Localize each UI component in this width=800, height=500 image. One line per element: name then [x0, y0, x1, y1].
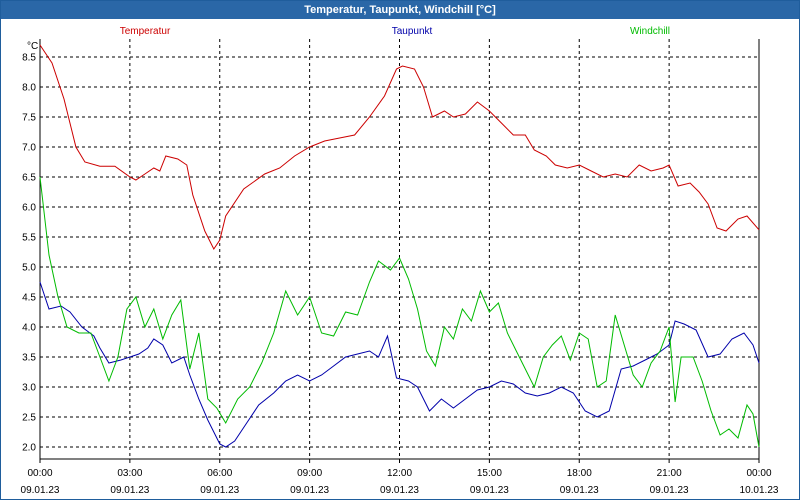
- x-tick-date: 09.01.23: [110, 485, 149, 496]
- y-tick-label: 6.5: [22, 173, 36, 184]
- x-tick-time: 21:00: [657, 468, 682, 479]
- x-tick-date: 09.01.23: [650, 485, 689, 496]
- x-tick-time: 12:00: [387, 468, 412, 479]
- y-tick-label: 7.0: [22, 143, 36, 154]
- y-axis-unit: °C: [27, 41, 38, 52]
- x-tick-date: 09.01.23: [470, 485, 509, 496]
- series-line-temperatur: [39, 44, 760, 250]
- legend-entry-temperatur: Temperatur: [120, 26, 171, 37]
- legend-entry-taupunkt: Taupunkt: [392, 26, 433, 37]
- x-tick-time: 18:00: [567, 468, 592, 479]
- x-tick-date: 09.01.23: [200, 485, 239, 496]
- series-lines: [39, 44, 760, 448]
- x-tick-date: 10.01.23: [740, 485, 779, 496]
- x-tick-date: 09.01.23: [290, 485, 329, 496]
- x-tick-date: 09.01.23: [380, 485, 419, 496]
- series-line-windchill: [39, 176, 760, 448]
- x-ticks: 00:00 09.01.23 03:00 09.01.23 06:00 09.01.23 0…: [21, 468, 779, 496]
- y-tick-label: 3.5: [22, 353, 36, 364]
- y-tick-label: 2.0: [22, 443, 36, 454]
- y-tick-label: 4.0: [22, 323, 36, 334]
- grid: [40, 39, 759, 459]
- y-ticks: 2.0 2.5 3.0 3.5 4.0 4.5 5.0 5.5 6.0 6.5 7.0 7.5 8.0 8…: [22, 53, 36, 454]
- y-tick-label: 5.0: [22, 263, 36, 274]
- y-tick-label: 5.5: [22, 233, 36, 244]
- y-tick-label: 3.0: [22, 383, 36, 394]
- x-tick-time: 15:00: [477, 468, 502, 479]
- x-tick-time: 03:00: [117, 468, 142, 479]
- x-tick-time: 00:00: [746, 468, 771, 479]
- x-tick-time: 06:00: [207, 468, 232, 479]
- x-tick-date: 09.01.23: [560, 485, 599, 496]
- legend: Temperatur Taupunkt Windchill: [120, 26, 670, 37]
- y-tick-label: 4.5: [22, 293, 36, 304]
- y-tick-label: 7.5: [22, 113, 36, 124]
- series-line-taupunkt: [39, 281, 760, 448]
- y-tick-label: 6.0: [22, 203, 36, 214]
- y-tick-label: 2.5: [22, 413, 36, 424]
- chart-title: Temperatur, Taupunkt, Windchill [°C]: [1, 1, 799, 19]
- legend-entry-windchill: Windchill: [630, 26, 670, 37]
- y-tick-label: 8.5: [22, 53, 36, 64]
- x-tick-time: 09:00: [297, 468, 322, 479]
- x-tick-time: 00:00: [27, 468, 52, 479]
- x-tick-date: 09.01.23: [21, 485, 60, 496]
- axes: [39, 39, 760, 463]
- y-tick-label: 8.0: [22, 83, 36, 94]
